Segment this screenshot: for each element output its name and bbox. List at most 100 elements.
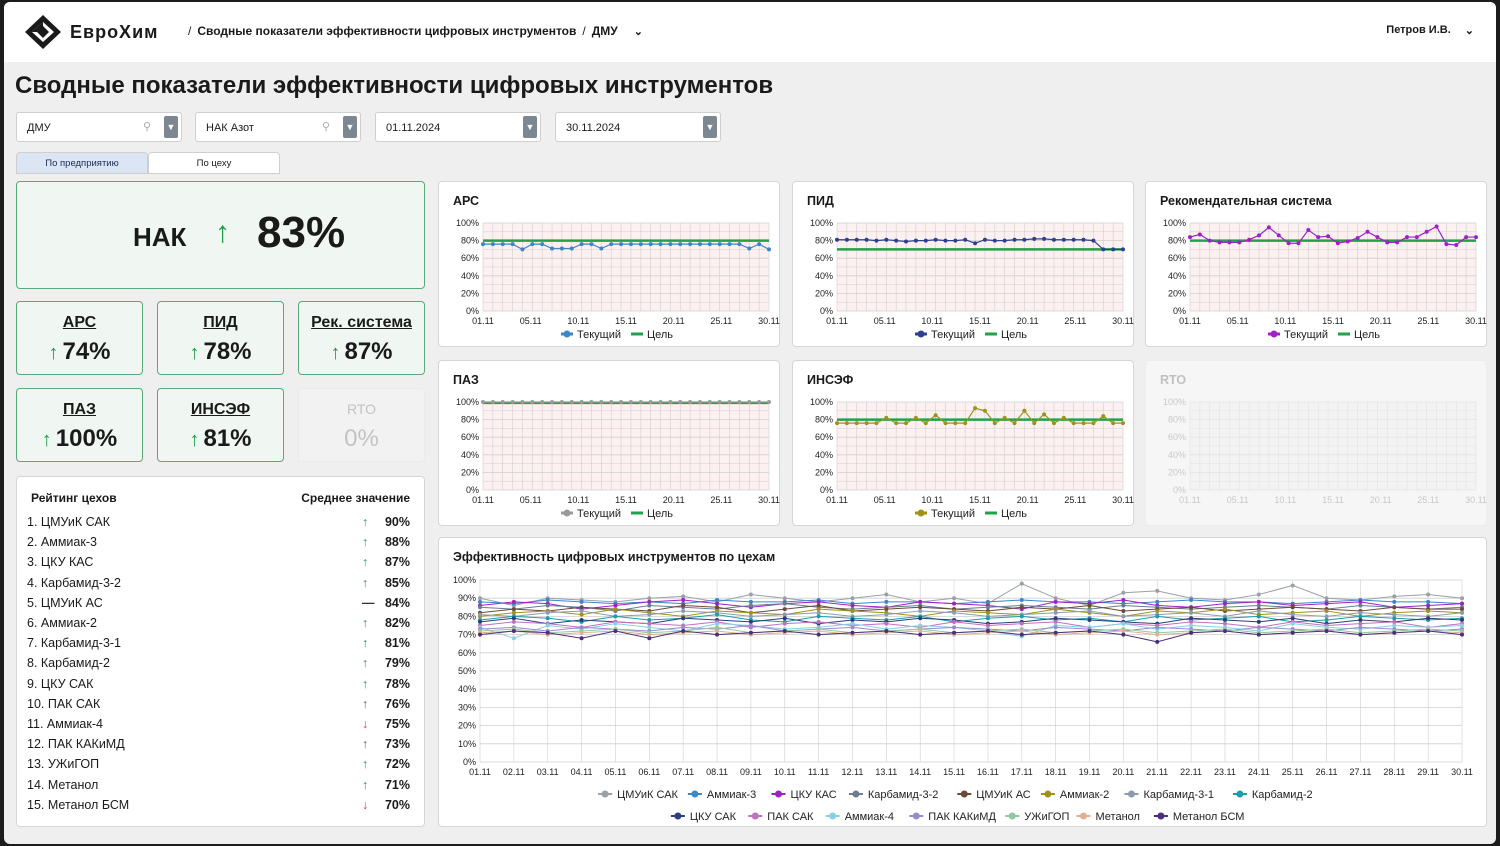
data-point: [748, 599, 753, 604]
chevron-down-icon[interactable]: ⌄: [633, 25, 643, 38]
data-point: [1276, 233, 1281, 238]
rating-row[interactable]: 15. Метанол БСМ ↓ 70%: [27, 798, 410, 818]
data-point: [511, 619, 516, 624]
kpi-card-paz[interactable]: ПАЗ ↑ 100%: [16, 388, 143, 462]
chart-panel-by-shop: Эффективность цифровых инструментов по ц…: [438, 537, 1487, 827]
kpi-card-rec-system[interactable]: Рек. система ↑ 87%: [298, 301, 425, 375]
data-point: [884, 628, 889, 633]
data-point: [1071, 421, 1076, 426]
x-tick-label: 15.11: [943, 767, 965, 777]
y-tick-label: 0%: [463, 757, 476, 767]
data-point: [1358, 599, 1363, 604]
rating-row[interactable]: 9. ЦКУ САК ↑ 78%: [27, 677, 410, 697]
plant-select[interactable]: НАК Азот ⚲ ▼: [195, 112, 361, 142]
user-menu[interactable]: Петров И.В. ⌄: [1386, 24, 1474, 37]
data-point: [1326, 234, 1331, 239]
breadcrumb-unit[interactable]: ДМУ: [591, 24, 618, 38]
data-point: [1155, 614, 1160, 619]
data-point: [952, 610, 957, 615]
rating-row[interactable]: 12. ПАК КАКиМД ↑ 73%: [27, 737, 410, 757]
rating-row[interactable]: 3. ЦКУ КАС ↑ 87%: [27, 555, 410, 575]
data-point: [1197, 232, 1202, 237]
series-line: [479, 583, 1463, 606]
data-point: [1155, 632, 1160, 637]
chevron-down-icon[interactable]: ▼: [523, 116, 537, 138]
data-point: [1019, 632, 1024, 637]
x-tick-label: 01.11: [1179, 316, 1201, 326]
rating-row[interactable]: 13. УЖиГОП ↑ 72%: [27, 757, 410, 777]
pid-chart: 0% 20% 40% 60% 80% 100% 01.11 05.11 10.11 15.11 20…: [810, 218, 1134, 341]
data-point: [1189, 616, 1194, 621]
rating-row[interactable]: 6. Аммиак-2 ↑ 82%: [27, 616, 410, 636]
rating-row[interactable]: 1. ЦМУиК САК ↑ 90%: [27, 515, 410, 535]
data-point: [816, 610, 821, 615]
x-tick-label: 21.11: [1146, 767, 1168, 777]
data-point: [1392, 605, 1397, 610]
data-point: [638, 242, 643, 247]
shop-value: 90%: [384, 515, 410, 529]
data-point: [520, 400, 525, 404]
data-point: [918, 608, 923, 613]
data-point: [1121, 632, 1126, 637]
date-to-select[interactable]: 30.11.2024 ▼: [555, 112, 721, 142]
arrow-up-icon: ↑: [362, 777, 369, 792]
x-tick-label: 01.11: [826, 316, 848, 326]
rating-row[interactable]: 11. Аммиак-4 ↓ 75%: [27, 717, 410, 737]
data-point: [1395, 240, 1400, 245]
shop-name: 4. Карбамид-3-2: [27, 575, 122, 590]
data-point: [490, 400, 495, 404]
rating-row[interactable]: 5. ЦМУиК АС — 84%: [27, 596, 410, 616]
data-point: [1426, 603, 1431, 608]
summary-card[interactable]: НАК ↑ 83%: [16, 181, 425, 289]
chevron-down-icon[interactable]: ▼: [703, 116, 717, 138]
data-point: [748, 623, 753, 628]
data-point: [678, 242, 683, 247]
legend-marker: [674, 812, 682, 820]
y-tick-label: 20%: [461, 288, 479, 298]
shop-name: 8. Карбамид-2: [27, 656, 110, 671]
legend-label: Аммиак-3: [707, 789, 756, 801]
rating-row[interactable]: 10. ПАК САК ↑ 76%: [27, 697, 410, 717]
data-point: [579, 242, 584, 247]
rating-row[interactable]: 8. Карбамид-2 ↑ 79%: [27, 656, 410, 676]
rating-row[interactable]: 2. Аммиак-3 ↑ 88%: [27, 535, 410, 555]
breadcrumb-page[interactable]: Сводные показатели эффективности цифровы…: [197, 24, 577, 38]
chevron-down-icon[interactable]: ▼: [343, 116, 357, 138]
x-tick-label: 20.11: [1017, 495, 1039, 505]
data-point: [511, 599, 516, 604]
data-point: [1392, 594, 1397, 599]
kpi-card-insef[interactable]: ИНСЭФ ↑ 81%: [157, 388, 284, 462]
tab-by-shop[interactable]: По цеху: [148, 152, 280, 174]
shop-value: 78%: [384, 676, 410, 691]
data-point: [579, 625, 584, 630]
data-point: [1087, 618, 1092, 623]
data-point: [613, 603, 618, 608]
chevron-down-icon[interactable]: ▼: [164, 116, 178, 138]
kpi-card-pid[interactable]: ПИД ↑ 78%: [157, 301, 284, 375]
data-point: [520, 247, 525, 252]
kpi-card-ars[interactable]: АРС ↑ 74%: [16, 301, 143, 375]
data-point: [992, 238, 997, 243]
shop-value: 73%: [384, 737, 410, 752]
y-tick-label: 80%: [461, 236, 479, 246]
data-point: [1290, 630, 1295, 635]
data-point: [1189, 619, 1194, 624]
tab-by-enterprise[interactable]: По предприятию: [16, 152, 148, 174]
data-point: [490, 242, 495, 247]
data-point: [609, 400, 614, 404]
legend-label: Текущий: [931, 329, 975, 341]
rating-row[interactable]: 14. Метанол ↑ 71%: [27, 778, 410, 798]
x-tick-label: 29.11: [1417, 767, 1439, 777]
data-point: [647, 625, 652, 630]
logo[interactable]: ЕвроХим: [24, 14, 158, 50]
rating-row[interactable]: 4. Карбамид-3-2 ↑ 85%: [27, 576, 410, 596]
date-from-select[interactable]: 01.11.2024 ▼: [375, 112, 541, 142]
legend-label: Карбамид-2: [1252, 789, 1313, 801]
data-point: [511, 610, 516, 615]
chart-panel-rto: RTO 0% 20% 40% 60% 80% 100% 01.11 05.11 10.11 15.…: [1145, 360, 1487, 526]
x-tick-label: 26.11: [1316, 767, 1338, 777]
unit-select[interactable]: ДМУ ⚲ ▼: [16, 112, 182, 142]
data-point: [1414, 235, 1419, 240]
search-icon: ⚲: [143, 121, 152, 133]
rating-row[interactable]: 7. Карбамид-3-1 ↑ 81%: [27, 636, 410, 656]
